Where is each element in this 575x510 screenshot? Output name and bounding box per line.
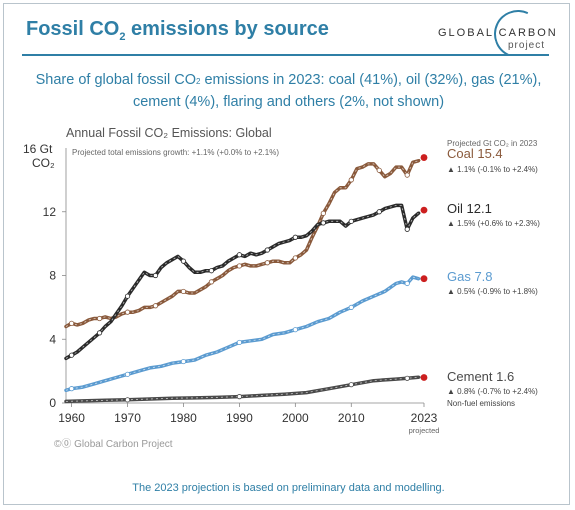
- series-line-gas: [64, 275, 421, 393]
- data-point-coal: [376, 167, 382, 173]
- data-point-oil: [376, 209, 382, 215]
- data-point-coal: [152, 303, 159, 309]
- data-point-coal: [404, 172, 410, 178]
- non-fuel-label: Non-fuel emissions: [447, 399, 515, 408]
- data-point-oil: [236, 252, 243, 258]
- projection-point-cement: [420, 374, 428, 381]
- data-point-gas: [348, 304, 354, 310]
- data-point-coal: [180, 288, 187, 295]
- figure-frame: [3, 3, 570, 505]
- x-tick-label: 2010: [338, 411, 365, 425]
- data-point-gas: [404, 280, 410, 287]
- y-tick-label: 12: [43, 205, 57, 219]
- projection-point-gas: [420, 275, 428, 283]
- series-gas: [64, 275, 428, 393]
- legend-growth-coal: ▲ 1.1% (-0.1% to +2.4%): [447, 165, 538, 174]
- x-tick-label: 1960: [58, 411, 85, 425]
- x-projected-label: projected: [409, 426, 440, 435]
- data-point-coal: [208, 279, 215, 285]
- data-point-coal: [236, 263, 243, 269]
- data-point-coal: [292, 255, 298, 261]
- legend-header: Projected Gt CO₂ in 2023: [447, 139, 538, 148]
- data-point-gas: [124, 371, 131, 377]
- y-axis-label-bottom: CO₂: [32, 156, 55, 170]
- x-tick-label: 1970: [114, 411, 141, 425]
- title-divider: [22, 54, 549, 56]
- data-point-cement: [404, 375, 410, 381]
- data-point-coal: [264, 260, 270, 266]
- data-point-gas: [68, 386, 75, 392]
- y-axis-label-top: 16 Gt: [23, 142, 53, 156]
- legend-growth-cement: ▲ 0.8% (-0.7% to +2.4%): [447, 387, 538, 396]
- chart-title: Annual Fossil CO₂ Emissions: Global: [66, 126, 272, 140]
- series-coal: [64, 154, 428, 329]
- data-point-cement: [348, 382, 354, 388]
- y-tick-label: 0: [49, 396, 56, 410]
- data-point-cement: [236, 394, 243, 400]
- data-point-oil: [68, 352, 75, 358]
- global-carbon-project-logo: GLOBAL CARBON project: [438, 3, 558, 65]
- page-title: Fossil CO2 emissions by source: [26, 18, 329, 43]
- series-line-highlight-coal: [65, 160, 419, 327]
- data-point-cement: [124, 397, 131, 403]
- chart-caption: Share of global fossil CO2 emissions in …: [35, 72, 542, 110]
- legend-label-cement: Cement 1.6: [447, 369, 514, 384]
- series-line-highlight-oil: [65, 205, 419, 359]
- emissions-chart: Annual Fossil CO₂ Emissions: Global Proj…: [23, 126, 540, 435]
- data-point-coal: [124, 309, 131, 315]
- data-point-coal: [320, 210, 326, 216]
- legend-label-gas: Gas 7.8: [447, 269, 493, 284]
- legend-growth-oil: ▲ 1.5% (+0.6% to +2.3%): [447, 219, 540, 228]
- data-point-coal: [68, 320, 75, 326]
- series-line-highlight-gas: [65, 276, 419, 391]
- data-point-oil: [292, 234, 298, 240]
- series-cement: [64, 374, 428, 404]
- footnote: The 2023 projection is based on prelimin…: [132, 482, 445, 494]
- data-point-gas: [180, 358, 187, 365]
- data-point-oil: [96, 330, 103, 336]
- data-point-oil: [348, 218, 354, 224]
- chart-subtitle: Projected total emissions growth: +1.1% …: [72, 148, 279, 157]
- series-oil: [64, 203, 428, 361]
- x-tick-label: 2000: [282, 411, 309, 425]
- series-line-coal: [64, 159, 421, 329]
- data-point-gas: [292, 327, 298, 333]
- data-point-oil: [180, 258, 187, 264]
- legend-label-oil: Oil 12.1: [447, 201, 492, 216]
- data-point-gas: [236, 339, 243, 346]
- x-tick-label: 1990: [226, 411, 253, 425]
- x-tick-label: 2023: [411, 411, 438, 425]
- data-point-coal: [96, 315, 103, 322]
- data-point-coal: [348, 177, 354, 183]
- data-point-oil: [208, 268, 215, 274]
- data-point-oil: [124, 293, 131, 299]
- projection-point-oil: [420, 206, 428, 214]
- legend-label-coal: Coal 15.4: [447, 146, 503, 161]
- copyright-credit: ©⓪ Global Carbon Project: [54, 439, 173, 450]
- data-point-oil: [404, 226, 410, 232]
- series-line-oil: [64, 203, 421, 361]
- series-line-cement: [64, 375, 421, 404]
- y-tick-label: 8: [49, 269, 56, 283]
- data-point-oil: [320, 220, 326, 226]
- x-tick-label: 1980: [170, 411, 197, 425]
- data-point-oil: [152, 272, 159, 279]
- y-tick-label: 4: [49, 332, 56, 346]
- data-point-oil: [264, 247, 270, 253]
- projection-point-coal: [420, 154, 428, 161]
- legend-growth-gas: ▲ 0.5% (-0.9% to +1.8%): [447, 287, 538, 296]
